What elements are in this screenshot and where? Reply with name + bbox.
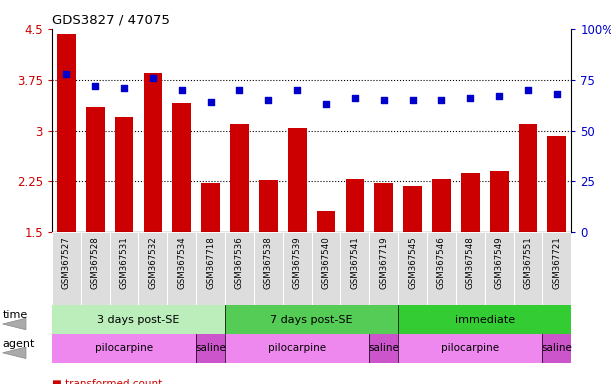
Bar — [375, 184, 393, 232]
Bar — [345, 179, 364, 232]
Text: GSM367536: GSM367536 — [235, 236, 244, 289]
Text: GSM367548: GSM367548 — [466, 236, 475, 289]
Bar — [514, 232, 543, 305]
Bar — [316, 210, 335, 232]
Bar — [427, 232, 456, 305]
Text: saline: saline — [541, 343, 573, 354]
Bar — [283, 232, 312, 305]
Text: pilocarpine: pilocarpine — [441, 343, 499, 354]
Point — [90, 83, 100, 89]
Bar — [340, 232, 369, 305]
Bar — [86, 107, 104, 232]
Point — [148, 74, 158, 81]
Bar — [225, 305, 398, 334]
Point — [350, 95, 360, 101]
Bar — [369, 232, 398, 305]
Text: GSM367532: GSM367532 — [148, 236, 158, 289]
Bar — [312, 232, 340, 305]
Bar — [115, 117, 133, 232]
Text: GSM367545: GSM367545 — [408, 236, 417, 289]
Bar — [196, 334, 225, 363]
Point — [523, 87, 533, 93]
Text: GSM367721: GSM367721 — [552, 236, 562, 289]
Bar — [403, 186, 422, 232]
Bar — [485, 232, 514, 305]
Text: GSM367527: GSM367527 — [62, 236, 71, 289]
Point — [263, 97, 273, 103]
Text: pilocarpine: pilocarpine — [95, 343, 153, 354]
Text: agent: agent — [2, 339, 35, 349]
Bar — [81, 232, 109, 305]
Text: GSM367551: GSM367551 — [524, 236, 533, 289]
Bar — [543, 334, 571, 363]
Bar — [456, 232, 485, 305]
Point — [379, 97, 389, 103]
Text: ■ transformed count: ■ transformed count — [52, 379, 162, 384]
Text: GSM367531: GSM367531 — [120, 236, 128, 289]
Bar — [167, 232, 196, 305]
Text: GSM367541: GSM367541 — [350, 236, 359, 289]
Bar — [225, 334, 369, 363]
Text: GSM367546: GSM367546 — [437, 236, 446, 289]
Bar — [398, 232, 427, 305]
Text: time: time — [2, 310, 28, 320]
Text: GSM367538: GSM367538 — [264, 236, 273, 289]
Bar — [259, 180, 278, 232]
Text: GSM367719: GSM367719 — [379, 236, 388, 289]
Bar — [543, 232, 571, 305]
Text: GSM367549: GSM367549 — [495, 236, 503, 289]
Bar — [519, 124, 538, 232]
Bar — [432, 179, 451, 232]
Point — [408, 97, 417, 103]
Bar — [254, 232, 283, 305]
Text: pilocarpine: pilocarpine — [268, 343, 326, 354]
Bar — [225, 232, 254, 305]
Bar — [201, 183, 220, 232]
Point — [437, 97, 447, 103]
Text: saline: saline — [195, 343, 226, 354]
Text: GSM367534: GSM367534 — [177, 236, 186, 289]
Text: 7 days post-SE: 7 days post-SE — [270, 314, 353, 325]
Point — [177, 87, 187, 93]
Bar — [230, 124, 249, 232]
Text: 3 days post-SE: 3 days post-SE — [97, 314, 180, 325]
Point — [235, 87, 244, 93]
Text: immediate: immediate — [455, 314, 515, 325]
Point — [62, 71, 71, 77]
Bar — [398, 305, 571, 334]
Bar — [52, 232, 81, 305]
Text: saline: saline — [368, 343, 399, 354]
Bar — [109, 232, 139, 305]
Bar — [52, 334, 196, 363]
Bar — [490, 171, 508, 232]
Bar — [369, 334, 398, 363]
Text: GSM367540: GSM367540 — [321, 236, 331, 289]
Polygon shape — [2, 347, 26, 359]
Bar — [288, 128, 307, 232]
Bar — [196, 232, 225, 305]
Point — [494, 93, 504, 99]
Text: GSM367539: GSM367539 — [293, 236, 302, 289]
Text: GSM367528: GSM367528 — [90, 236, 100, 289]
Text: GDS3827 / 47075: GDS3827 / 47075 — [52, 13, 170, 26]
Bar — [398, 334, 543, 363]
Bar — [139, 232, 167, 305]
Point — [466, 95, 475, 101]
Bar — [461, 173, 480, 232]
Point — [552, 91, 562, 97]
Point — [206, 99, 216, 105]
Bar — [144, 73, 163, 232]
Bar — [172, 103, 191, 232]
Bar — [57, 34, 76, 232]
Bar — [547, 136, 566, 232]
Text: GSM367718: GSM367718 — [206, 236, 215, 289]
Point — [292, 87, 302, 93]
Bar — [52, 305, 225, 334]
Point — [119, 85, 129, 91]
Point — [321, 101, 331, 107]
Polygon shape — [2, 318, 26, 330]
